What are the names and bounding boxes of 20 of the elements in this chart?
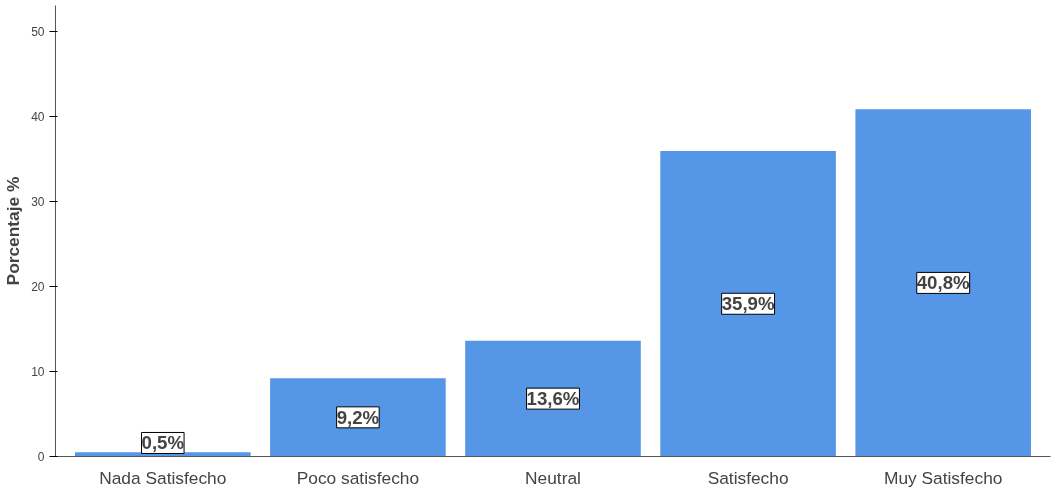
y-tick-label: 50	[31, 24, 45, 39]
x-tick-label: Neutral	[525, 467, 581, 488]
data-label: 35,9%	[721, 293, 775, 315]
y-tick-label: 30	[31, 194, 45, 209]
bar	[660, 151, 836, 457]
x-tick-label: Poco satisfecho	[296, 467, 420, 488]
data-label: 9,2%	[336, 406, 380, 428]
x-tick-label: Satisfecho	[707, 467, 789, 488]
y-tick-label: 40	[31, 109, 45, 124]
y-tick-label: 20	[31, 279, 45, 294]
bar	[855, 109, 1031, 457]
x-tick-label: Nada Satisfecho	[99, 467, 227, 488]
data-label: 40,8%	[916, 272, 971, 294]
y-tick-label: 0	[37, 450, 45, 464]
x-tick-label: Muy Satisfecho	[883, 467, 1003, 488]
y-axis-title: Porcentaje %	[3, 176, 24, 286]
data-label: 13,6%	[526, 388, 580, 410]
bar	[465, 340, 641, 457]
y-tick-label: 10	[31, 364, 45, 379]
bar	[270, 378, 446, 457]
